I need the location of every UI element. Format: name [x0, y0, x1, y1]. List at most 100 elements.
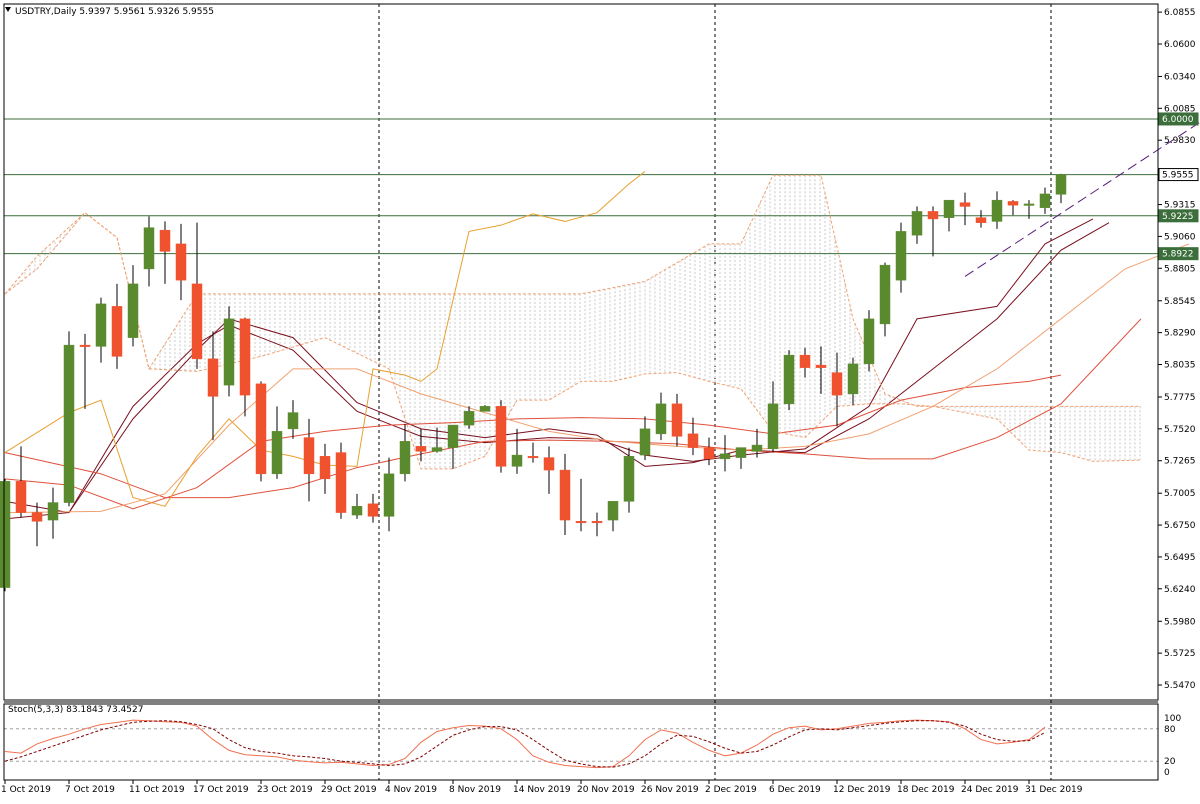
- price-tick-label: 5.8545: [1164, 297, 1196, 307]
- bull-candle-body: [735, 447, 747, 458]
- price-tick-label: 5.7005: [1164, 489, 1196, 499]
- bear-candle-body: [831, 372, 843, 396]
- price-tick-label: 6.0085: [1164, 104, 1196, 114]
- bull-candle-body: [463, 411, 475, 426]
- price-tick-label: 5.5725: [1164, 649, 1196, 659]
- price-label-box: [1158, 247, 1199, 261]
- bull-candle-body: [383, 473, 395, 517]
- bull-candle-body: [143, 227, 155, 270]
- candle: [351, 493, 363, 519]
- bear-candle-body: [687, 433, 699, 448]
- senkou_a-overlay: [4, 174, 1141, 407]
- price-label-box: [1158, 168, 1199, 182]
- date-label: 26 Nov 2019: [641, 785, 699, 795]
- candle: [223, 306, 235, 397]
- candle: [431, 427, 443, 453]
- date-label: 17 Oct 2019: [193, 785, 249, 795]
- candle: [367, 493, 379, 523]
- candle: [815, 346, 827, 394]
- candle: [751, 428, 763, 458]
- bull-candle-body: [783, 354, 795, 405]
- date-label: 2 Dec 2019: [705, 785, 757, 795]
- bear-candle-body: [159, 229, 171, 252]
- price-tick-label: 5.6240: [1164, 585, 1196, 595]
- price-tick-label: 6.0340: [1164, 72, 1196, 82]
- bear-candle-body: [15, 481, 27, 513]
- price-tick-label: 5.5980: [1164, 617, 1196, 627]
- bull-candle-body: [863, 318, 875, 365]
- candle: [783, 350, 795, 411]
- candle: [959, 192, 971, 226]
- price-tick-label: 5.7775: [1164, 393, 1196, 403]
- bear-candle-body: [239, 318, 251, 396]
- candle: [975, 210, 987, 228]
- candle: [639, 416, 651, 461]
- bull-candle-body: [623, 456, 635, 502]
- bear-candle-body: [191, 283, 203, 360]
- candle: [47, 487, 59, 539]
- bull-candle-body: [607, 501, 619, 521]
- line-overlay: [4, 218, 1094, 514]
- candle: [1007, 200, 1019, 216]
- bull-candle-body: [767, 403, 779, 450]
- candle: [335, 442, 347, 519]
- price-tick-label: 5.8805: [1164, 264, 1196, 274]
- candle: [1055, 173, 1067, 204]
- candle: [543, 446, 555, 494]
- candle: [591, 512, 603, 537]
- stoch-tick-label: 20: [1164, 757, 1176, 767]
- date-label: 31 Dec 2019: [1025, 785, 1083, 795]
- candle: [623, 447, 635, 513]
- stoch-signal-line: [4, 720, 1046, 768]
- candle: [127, 265, 139, 347]
- date-label: 18 Dec 2019: [897, 785, 955, 795]
- candle: [463, 406, 475, 429]
- bull-candle-body: [639, 428, 651, 456]
- bull-candle-body: [63, 344, 75, 503]
- candle: [447, 424, 459, 469]
- price-tick-label: 5.8035: [1164, 360, 1196, 370]
- date-label: 6 Dec 2019: [769, 785, 821, 795]
- candle: [511, 428, 523, 474]
- candle: [143, 216, 155, 287]
- price-label-text: 5.8922: [1162, 250, 1194, 260]
- span-overlay: [4, 171, 646, 507]
- price-tick-label: 5.6495: [1164, 553, 1196, 563]
- candle: [319, 443, 331, 494]
- date-label: 4 Nov 2019: [385, 785, 437, 795]
- price-label-box: [1158, 112, 1199, 126]
- bear-candle-body: [367, 503, 379, 517]
- price-label-text: 5.9225: [1162, 212, 1194, 222]
- line-overlay: [4, 243, 1190, 514]
- candle: [63, 331, 75, 507]
- candle: [479, 405, 491, 412]
- bull-candle-body: [655, 403, 667, 435]
- candle: [575, 478, 587, 532]
- line-overlay: [4, 374, 1062, 510]
- dropdown-triangle-icon[interactable]: [5, 7, 11, 12]
- candle: [863, 310, 875, 372]
- candle: [287, 400, 299, 439]
- bull-candle-body: [911, 211, 923, 236]
- candle: [0, 478, 11, 592]
- stoch-header: Stoch(5,3,3) 83.1843 73.4527: [8, 705, 143, 715]
- price-tick-label: 5.7520: [1164, 425, 1196, 435]
- bull-candle-body: [47, 502, 59, 521]
- date-label: 8 Nov 2019: [449, 785, 501, 795]
- price-tick-label: 6.0600: [1164, 40, 1196, 50]
- date-label: 24 Dec 2019: [961, 785, 1019, 795]
- stoch-tick-label: 100: [1164, 714, 1181, 724]
- candle: [831, 352, 843, 427]
- bear-candle-body: [31, 512, 43, 522]
- candle: [767, 381, 779, 453]
- bear-candle-body: [591, 521, 603, 524]
- price-tick-label: 5.7265: [1164, 457, 1196, 467]
- candle: [655, 392, 667, 441]
- candle: [15, 446, 27, 518]
- candle: [719, 435, 731, 472]
- trendline: [964, 121, 1200, 277]
- bull-candle-body: [95, 303, 107, 347]
- bear-candle-body: [927, 211, 939, 220]
- candle: [239, 317, 251, 417]
